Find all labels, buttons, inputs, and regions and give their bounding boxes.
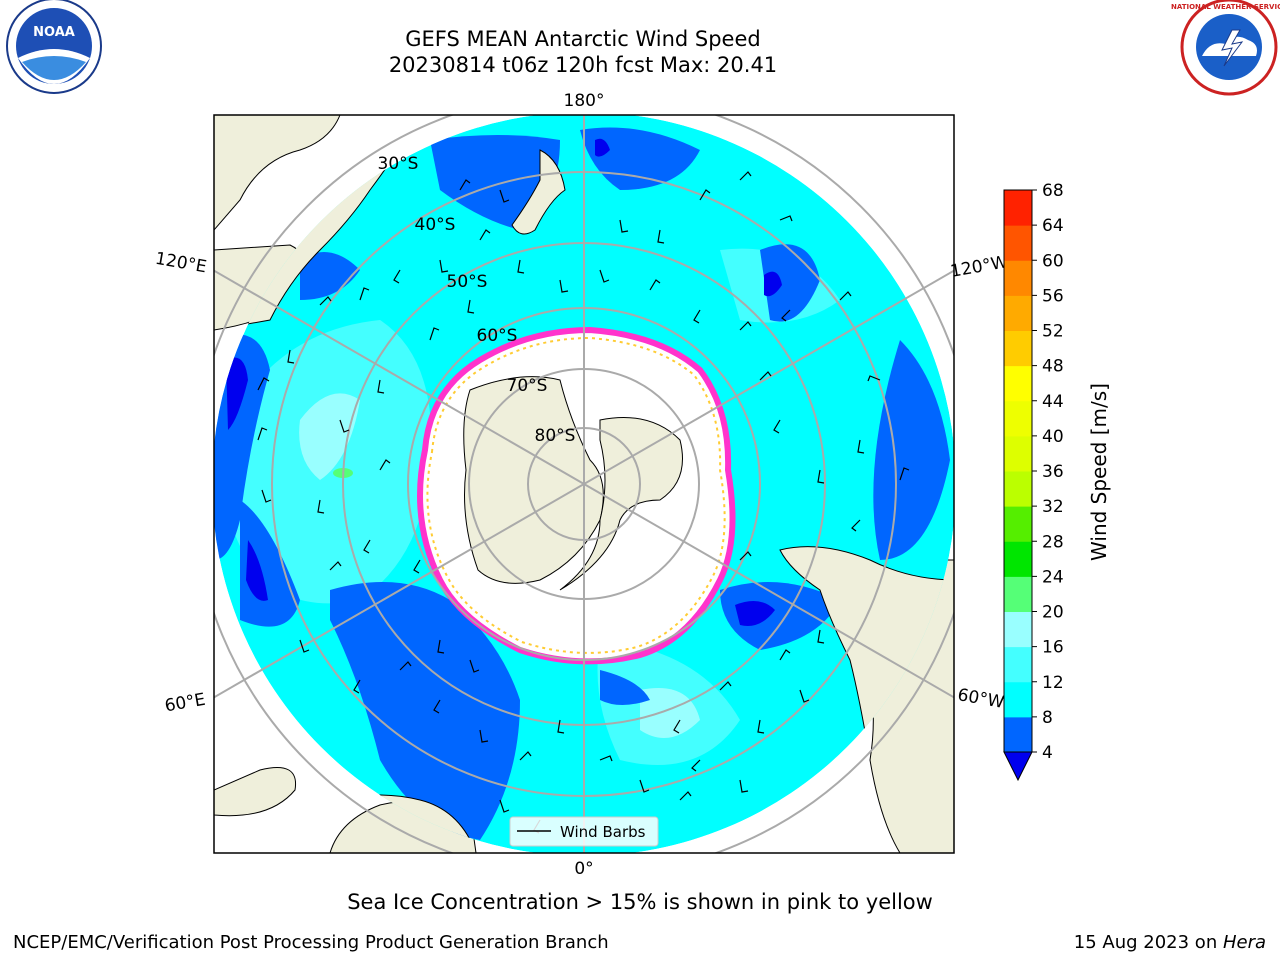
lat-label-60s: 60°S: [477, 326, 518, 346]
footer-date: 15 Aug 2023 on Hera: [1074, 932, 1266, 953]
lat-label-80s: 80°S: [535, 426, 576, 446]
colorbar-segment: [1004, 506, 1032, 542]
colorbar-segment: [1004, 330, 1032, 367]
colorbar-segment: [1004, 471, 1032, 507]
colorbar-tick-label: 16: [1042, 638, 1064, 658]
colorbar-tick-label: 4: [1042, 743, 1053, 763]
lat-label-40s: 40°S: [415, 215, 456, 235]
colorbar-tick-label: 28: [1042, 532, 1064, 552]
colorbar-tick-label: 20: [1042, 603, 1064, 623]
map-frame: [213, 114, 955, 854]
lat-label-30s: 30°S: [378, 154, 419, 174]
colorbar-label: Wind Speed [m/s]: [1087, 383, 1111, 561]
lat-label-50s: 50°S: [447, 272, 488, 292]
colorbar-tick-label: 48: [1042, 357, 1064, 377]
lon-label-0: 0°: [574, 859, 593, 879]
lat-label-70s: 70°S: [507, 376, 548, 396]
lon-label-120w: 120°W: [949, 252, 1010, 282]
graticule: [214, 115, 954, 853]
footer-machine: Hera: [1222, 932, 1266, 953]
colorbar-segment: [1004, 435, 1032, 472]
nws-logo: NATIONAL WEATHER SERVICE: [1171, 0, 1280, 96]
colorbar-extend-triangle: [1003, 751, 1033, 782]
colorbar-segment: [1004, 646, 1032, 683]
lon-label-120e: 120°E: [154, 249, 208, 278]
colorbar-segment: [1004, 716, 1032, 753]
lon-label-60w: 60°W: [956, 685, 1006, 713]
colorbar-tick-label: 40: [1042, 427, 1064, 447]
colorbar-tick-label: 64: [1042, 216, 1064, 236]
colorbar-segment: [1004, 260, 1032, 296]
lon-label-180: 180°: [564, 91, 605, 111]
colorbar-tick-label: 24: [1042, 567, 1064, 587]
colorbar-tick-label: 68: [1042, 181, 1064, 201]
legend-label: Wind Barbs: [560, 823, 646, 841]
map-area: Wind Barbs: [214, 115, 954, 853]
map-legend: Wind Barbs: [509, 816, 659, 847]
noaa-logo: NOAA: [6, 0, 102, 94]
colorbar-segment: [1004, 681, 1032, 718]
colorbar-tick-label: 52: [1042, 322, 1064, 342]
wind-barbs: [257, 171, 910, 834]
colorbar-segment: [1004, 190, 1032, 226]
footer-date-text: 15 Aug 2023 on: [1073, 932, 1223, 953]
colorbar-tick-label: 36: [1042, 462, 1064, 482]
colorbar-segment: [1004, 611, 1032, 648]
colorbar-segment: [1004, 225, 1032, 261]
colorbar-segment: [1004, 400, 1032, 437]
footer-credit: NCEP/EMC/Verification Post Processing Pr…: [13, 932, 609, 953]
colorbar-tick-label: 44: [1042, 392, 1064, 412]
chart-title: GEFS MEAN Antarctic Wind Speed: [405, 27, 761, 51]
colorbar-tick-label: 8: [1042, 708, 1053, 728]
nws-logo-text: NATIONAL WEATHER SERVICE: [1171, 3, 1280, 11]
caption: Sea Ice Concentration > 15% is shown in …: [347, 890, 933, 914]
colorbar-segment: [1004, 295, 1032, 331]
lon-label-60e: 60°E: [163, 690, 207, 717]
colorbar-segment: [1004, 576, 1032, 612]
chart-subtitle: 20230814 t06z 120h fcst Max: 20.41: [388, 53, 778, 77]
colorbar-tick-label: 32: [1042, 497, 1064, 517]
colorbar-segment: [1004, 365, 1032, 402]
noaa-logo-text: NOAA: [33, 25, 75, 40]
colorbar-segment: [1004, 541, 1032, 577]
colorbar-tick-label: 56: [1042, 286, 1064, 306]
colorbar-tick-label: 60: [1042, 251, 1064, 271]
colorbar-tick-label: 12: [1042, 673, 1064, 693]
